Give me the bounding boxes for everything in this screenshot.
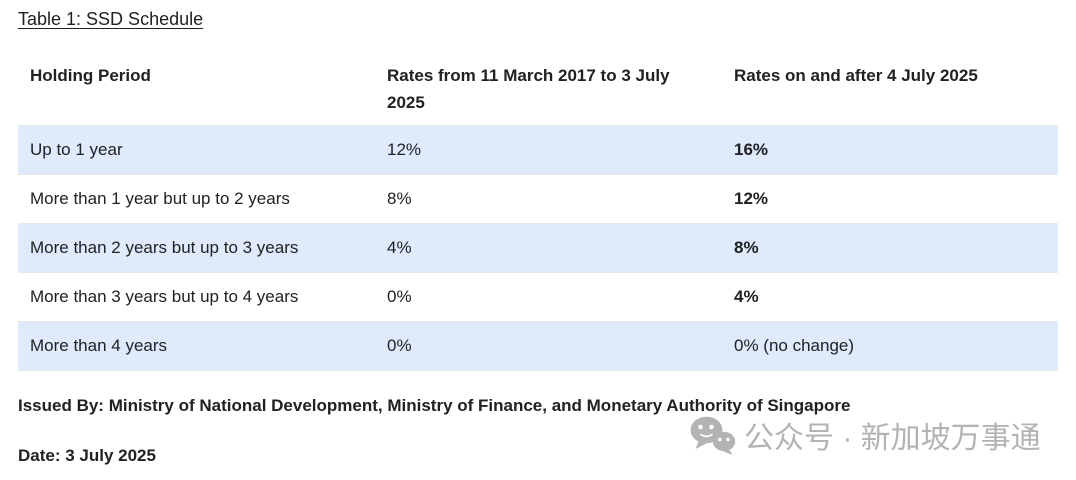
table-row: More than 4 years 0% 0% (no change) xyxy=(18,320,1058,371)
cell-rate-old: 12% xyxy=(375,124,722,174)
ssd-schedule-table: Holding Period Rates from 11 March 2017 … xyxy=(18,55,1058,371)
table-row: More than 3 years but up to 4 years 0% 4… xyxy=(18,271,1058,321)
table-row: More than 2 years but up to 3 years 4% 8… xyxy=(18,222,1058,272)
table-header-row: Holding Period Rates from 11 March 2017 … xyxy=(18,55,1058,125)
cell-rate-new: 8% xyxy=(722,222,1058,272)
cell-holding-period: More than 4 years xyxy=(18,320,375,371)
column-header-holding-period: Holding Period xyxy=(30,66,151,85)
cell-rate-new: 12% xyxy=(722,173,1058,223)
cell-rate-old: 0% xyxy=(375,320,722,371)
date-text: Date: 3 July 2025 xyxy=(18,445,156,465)
table-row: Up to 1 year 12% 16% xyxy=(18,124,1058,174)
page-title: Table 1: SSD Schedule xyxy=(18,9,204,29)
table-header: Holding Period Rates from 11 March 2017 … xyxy=(18,55,1058,125)
table-body: Up to 1 year 12% 16% More than 1 year bu… xyxy=(18,124,1058,371)
column-header-rates-new: Rates on and after 4 July 2025 xyxy=(734,66,978,85)
column-header-rates-old: Rates from 11 March 2017 to 3 July 2025 xyxy=(387,66,670,112)
table-row: More than 1 year but up to 2 years 8% 12… xyxy=(18,173,1058,223)
cell-rate-new: 16% xyxy=(722,124,1058,174)
cell-holding-period: More than 1 year but up to 2 years xyxy=(18,173,375,223)
cell-rate-old: 4% xyxy=(375,222,722,272)
cell-holding-period: Up to 1 year xyxy=(18,124,375,174)
cell-holding-period: More than 2 years but up to 3 years xyxy=(18,222,375,272)
cell-rate-old: 8% xyxy=(375,173,722,223)
cell-rate-old: 0% xyxy=(375,271,722,321)
issued-by-text: Issued By: Ministry of National Developm… xyxy=(18,395,851,415)
cell-rate-new: 0% (no change) xyxy=(722,320,1058,371)
cell-rate-new: 4% xyxy=(722,271,1058,321)
cell-holding-period: More than 3 years but up to 4 years xyxy=(18,271,375,321)
